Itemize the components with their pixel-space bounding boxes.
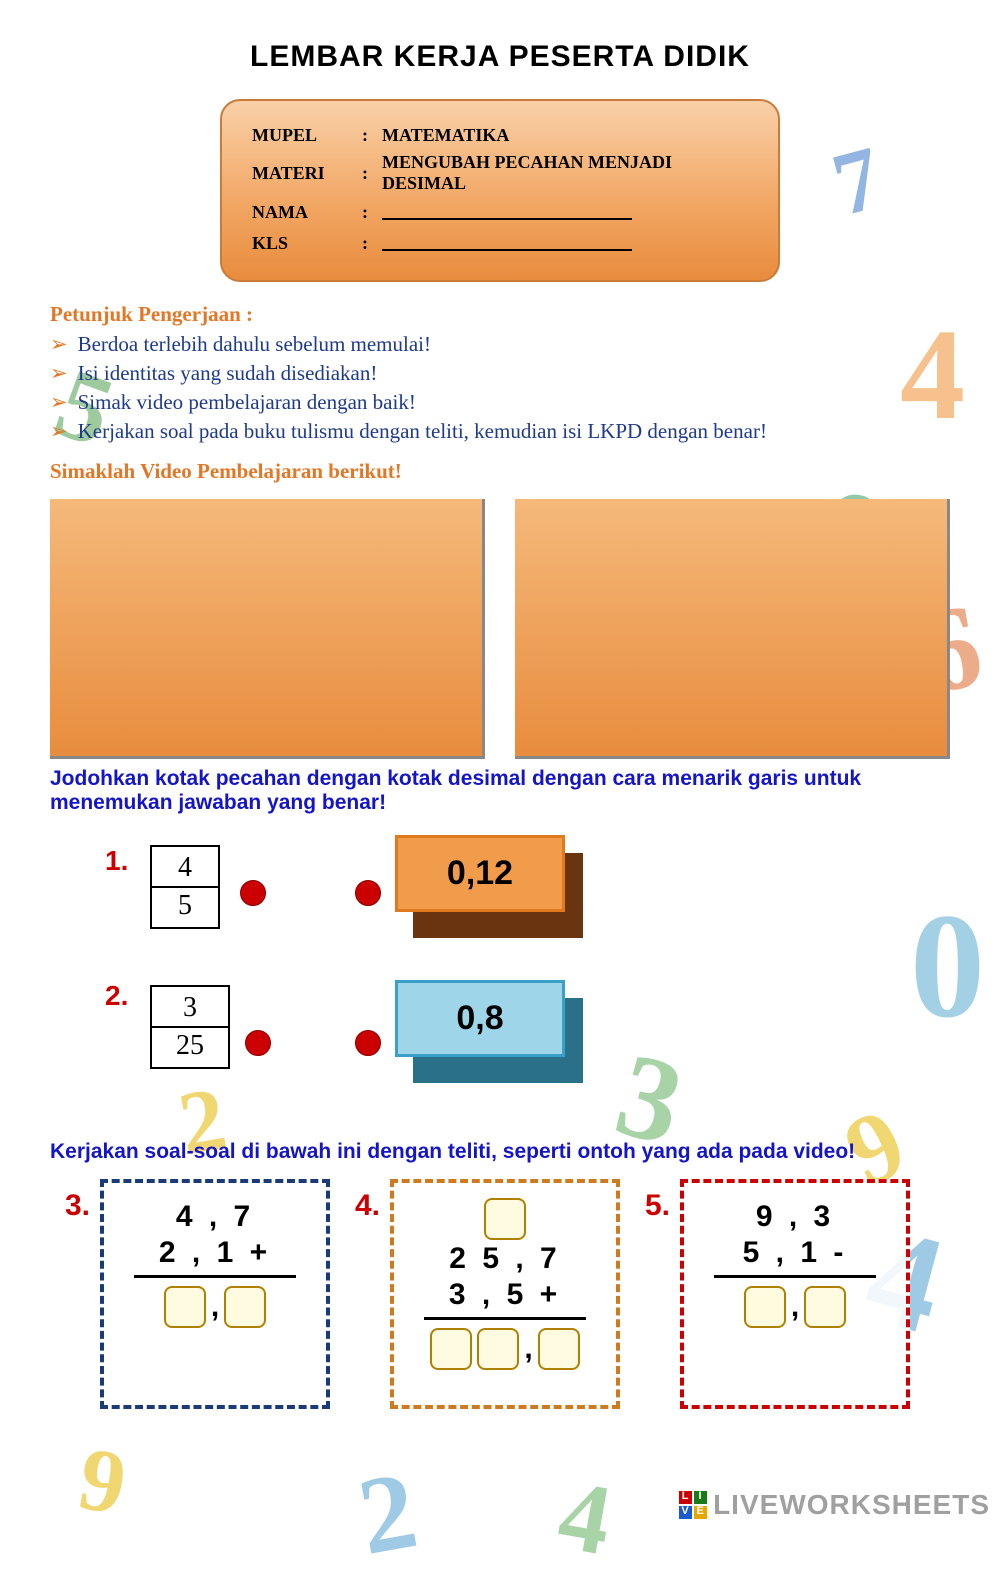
problem-line: 2 , 1 + — [114, 1236, 316, 1270]
match-instruction: Jodohkan kotak pecahan dengan kotak desi… — [50, 767, 950, 815]
answer-cell[interactable] — [477, 1328, 519, 1370]
value-mupel: MATEMATIKA — [382, 125, 748, 146]
answer-cell[interactable] — [224, 1286, 266, 1328]
problem-box: 4 , 72 , 1 +, — [100, 1179, 330, 1409]
label-kls: KLS — [252, 233, 362, 254]
problems-area: 3. 4 , 72 , 1 +, 4. 2 5 , 73 , 5 +, 5. 9 , 35… — [50, 1179, 950, 1439]
answer-cell[interactable] — [484, 1198, 526, 1240]
fraction-1-numerator: 4 — [152, 852, 218, 888]
fraction-box-1[interactable]: 4 5 — [150, 845, 220, 929]
instruction-item: Berdoa terlebih dahulu sebelum memulai! — [50, 332, 950, 357]
q2-number: 2. — [105, 980, 128, 1012]
answer-card-1-text: 0,12 — [447, 854, 513, 893]
label-materi: MATERI — [252, 163, 362, 184]
instruction-item: Kerjakan soal pada buku tulismu dengan t… — [50, 419, 950, 444]
problem-line: 4 , 7 — [114, 1200, 316, 1234]
match-dot-left-2[interactable] — [245, 1030, 271, 1056]
instruction-item: Isi identitas yang sudah disediakan! — [50, 361, 950, 386]
answer-cell[interactable] — [538, 1328, 580, 1370]
label-mupel: MUPEL — [252, 125, 362, 146]
kls-input-line[interactable] — [382, 231, 632, 251]
answer-card-2-text: 0,8 — [456, 999, 503, 1038]
watermark-icon: LI VE — [678, 1490, 708, 1520]
problem-line: 3 , 5 + — [404, 1278, 606, 1312]
fraction-box-2[interactable]: 3 25 — [150, 985, 230, 1069]
match-dot-right-1[interactable] — [355, 880, 381, 906]
answer-cell[interactable] — [744, 1286, 786, 1328]
video-header: Simaklah Video Pembelajaran berikut! — [50, 459, 950, 484]
watermark-text: LIVEWORKSHEETS — [713, 1489, 990, 1521]
match-dot-left-1[interactable] — [240, 880, 266, 906]
watermark: LI VE LIVEWORKSHEETS — [678, 1489, 990, 1521]
match-dot-right-2[interactable] — [355, 1030, 381, 1056]
problem-number: 5. — [645, 1189, 670, 1223]
instruction-item: Simak video pembelajaran dengan baik! — [50, 390, 950, 415]
label-nama: NAMA — [252, 202, 362, 223]
value-materi: MENGUBAH PECAHAN MENJADI DESIMAL — [382, 152, 748, 194]
video-placeholder-1[interactable] — [50, 499, 485, 759]
problem-instruction: Kerjakan soal-soal di bawah ini dengan t… — [50, 1140, 950, 1164]
instructions-list: Berdoa terlebih dahulu sebelum memulai! I… — [50, 332, 950, 444]
problem-box: 9 , 35 , 1 -, — [680, 1179, 910, 1409]
video-placeholder-2[interactable] — [515, 499, 950, 759]
answer-cell[interactable] — [804, 1286, 846, 1328]
fraction-1-denominator: 5 — [152, 888, 218, 922]
problem-box: 2 5 , 73 , 5 +, — [390, 1179, 620, 1409]
fraction-2-denominator: 25 — [152, 1028, 228, 1062]
page-title: LEMBAR KERJA PESERTA DIDIK — [50, 40, 950, 74]
fraction-2-numerator: 3 — [152, 992, 228, 1028]
answer-cell[interactable] — [164, 1286, 206, 1328]
problem-line: 2 5 , 7 — [404, 1242, 606, 1276]
problem-number: 4. — [355, 1189, 380, 1223]
answer-card-1[interactable]: 0,12 — [395, 835, 565, 930]
answer-cell[interactable] — [430, 1328, 472, 1370]
problem-line: 9 , 3 — [694, 1200, 896, 1234]
nama-input-line[interactable] — [382, 200, 632, 220]
problem-number: 3. — [65, 1189, 90, 1223]
answer-card-2[interactable]: 0,8 — [395, 980, 565, 1075]
match-area: 1. 4 5 2. 3 25 0,12 0,8 — [50, 825, 950, 1135]
info-box: MUPEL : MATEMATIKA MATERI : MENGUBAH PEC… — [220, 99, 780, 282]
instructions-header: Petunjuk Pengerjaan : — [50, 302, 950, 327]
q1-number: 1. — [105, 845, 128, 877]
problem-line: 5 , 1 - — [694, 1236, 896, 1270]
